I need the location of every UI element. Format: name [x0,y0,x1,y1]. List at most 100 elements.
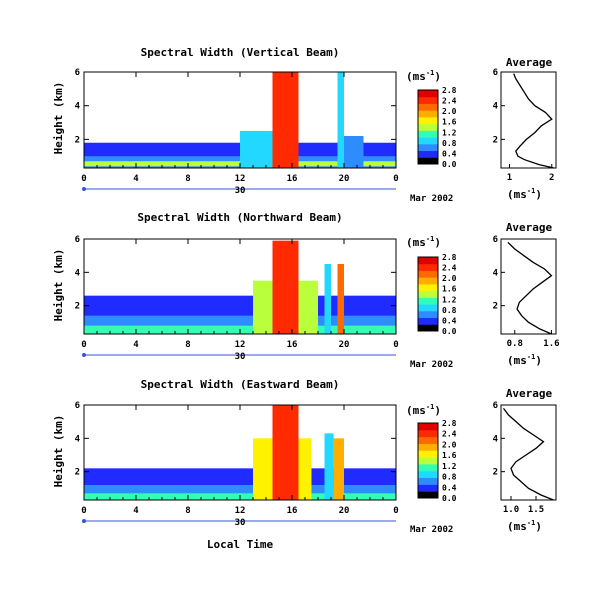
colorbar-tick-label: 0.8 [442,473,457,482]
y-axis-label: Height (km) [52,249,65,322]
panel-vertical-beam: Spectral Width (Vertical Beam) 0 4 8 12 16 20… [52,46,557,204]
average-profile-northward: Average 2 4 6 0.8 1.6 (ms-1) [493,221,560,367]
average-title: Average [506,387,553,400]
colorbar-tick-label: 1.2 [442,462,457,471]
colorbar-segment [418,491,438,499]
x-tick-label: 20 [339,174,350,184]
heatmap-vertical [84,72,396,168]
x-tick-label: 4 [133,174,139,184]
average-y-tick-label: 2 [493,135,498,145]
colorbar-unit: (ms-1) [406,403,441,417]
average-plot: 2 4 6 0.8 1.6 [493,235,560,349]
day-axis-start [82,187,86,191]
heatmap-cell [344,136,364,168]
day-axis-start [82,519,86,523]
colorbar-segment [418,270,438,278]
heatmap-cell [272,240,299,334]
colorbar-tick-label: 2.4 [442,430,457,439]
average-line [507,241,553,335]
colorbar-tick-label: 1.6 [442,285,457,294]
colorbar-tick-label: 2.4 [442,97,457,106]
average-y-tick-label: 6 [493,68,498,78]
x-tick-label: 16 [287,506,298,516]
colorbar-tick-label: 2.8 [442,253,457,262]
colorbar-tick-label: 2.8 [442,86,457,95]
colorbar-segment [418,257,438,265]
colorbar-tick-label: 1.2 [442,128,457,137]
x-tick-label: 8 [185,174,190,184]
colorbar-frame [417,256,439,332]
average-x-tick-label: 0.8 [507,339,523,349]
average-plot: 2 4 6 1.0 1.5 [493,401,557,515]
colorbar-scale: 2.82.42.01.61.20.80.40.0 [417,253,457,336]
y-tick-label: 6 [75,401,80,411]
x-tick-label: 12 [235,506,246,516]
x-tick-label: 0 [393,174,398,184]
colorbar-tick-label: 0.0 [442,160,457,169]
y-axis-label: Height (km) [52,82,65,155]
colorbar-segment [418,103,438,111]
colorbar-segment [418,116,438,125]
colorbar-segment [418,317,438,325]
x-tick-label: 12 [235,174,246,184]
colorbar-tick-label: 0.0 [442,494,457,503]
panel-eastward-beam: Spectral Width (Eastward Beam) 0 4 8 12 16 20… [52,378,557,551]
average-line [513,73,555,169]
heatmap-cell [333,438,344,500]
average-y-tick-label: 2 [493,302,498,312]
average-y-tick-label: 6 [493,401,498,411]
panel-title: Spectral Width (Northward Beam) [137,211,342,224]
colorbar-tick-label: 0.0 [442,327,457,336]
x-tick-label: 0 [81,340,86,350]
day-axis-start [82,353,86,357]
colorbar-segment [418,157,438,165]
colorbar-segment [418,436,438,444]
colorbar-tick-label: 0.4 [442,316,457,325]
average-line [502,407,554,501]
colorbar-segment [418,423,438,431]
colorbar-unit: (ms-1) [406,69,441,83]
average-y-tick-label: 4 [493,434,499,444]
x-tick-label: 0 [393,506,398,516]
axes-northward: 0 4 8 12 16 20 0 2 4 6 30 [75,235,399,362]
date-label: Mar 2002 [410,194,453,204]
average-xlabel: (ms-1) [507,187,542,201]
colorbar-segment [418,263,438,271]
colorbar-segment [418,90,438,98]
y-tick-label: 6 [75,68,80,78]
x-tick-label: 0 [393,340,398,350]
average-y-tick-label: 4 [493,102,499,112]
day-label: 30 [235,186,246,196]
average-y-tick-label: 6 [493,235,498,245]
y-tick-label: 2 [75,135,80,145]
colorbar-segment [418,143,438,152]
colorbar-segment [418,477,438,485]
colorbar-segment [418,290,438,298]
colorbar-segment [418,443,438,451]
colorbar-scale: 2.82.42.01.61.20.80.40.0 [417,86,457,169]
colorbar-tick-label: 0.4 [442,483,457,492]
heatmap-cell [272,405,299,500]
heatmap-cell [337,264,344,334]
date-label: Mar 2002 [410,360,453,370]
average-frame [500,71,557,169]
average-x-tick-label: 1.6 [543,339,559,349]
colorbar-tick-label: 2.0 [442,274,457,283]
colorbar-eastward: (ms-1) 2.8 2.42.0 1.6 1.2 0.80.4 0.0 [406,403,457,503]
colorbar-segment [418,150,438,158]
colorbar-tick-label: 1.2 [442,295,457,304]
colorbar-frame [417,89,439,165]
average-profile-vertical: Average 2 4 6 1 2 (ms-1) [493,56,557,201]
average-x-tick-label: 1.0 [503,505,519,515]
axes-vertical: 0 4 8 12 16 20 0 2 4 6 30 [75,68,399,196]
average-plot: 2 4 6 1 2 [493,68,557,183]
colorbar-scale: 2.82.42.01.61.20.80.40.0 [417,419,457,503]
y-tick-label: 6 [75,235,80,245]
colorbar-vertical: (ms-1) 2.8 2.42.0 1.61.2 0.80.4 0.0 [406,69,457,169]
colorbar-segment [418,484,438,492]
colorbar-segment [418,137,438,145]
colorbar-tick-label: 2.0 [442,440,457,449]
colorbar-segment [418,304,438,312]
date-label: Mar 2002 [410,525,453,535]
